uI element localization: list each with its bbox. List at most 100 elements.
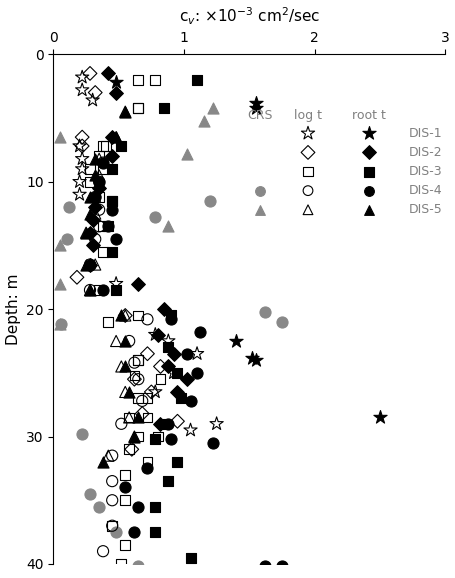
Point — [89, 216, 96, 225]
Point — [112, 77, 120, 87]
Point — [304, 167, 312, 176]
Point — [174, 417, 181, 426]
Point — [82, 228, 90, 238]
Point — [165, 222, 172, 231]
Point — [86, 209, 94, 218]
Point — [135, 562, 142, 571]
Point — [157, 375, 164, 384]
Point — [135, 355, 142, 365]
Point — [86, 286, 94, 295]
Point — [187, 397, 194, 406]
Point — [165, 362, 172, 371]
Point — [96, 205, 103, 214]
Point — [121, 495, 129, 505]
Point — [56, 320, 64, 329]
Point — [209, 438, 217, 447]
Point — [118, 419, 125, 428]
Point — [100, 164, 107, 173]
Point — [252, 98, 259, 108]
Point — [152, 213, 159, 222]
Point — [174, 457, 181, 466]
Point — [126, 413, 133, 422]
Point — [139, 409, 146, 418]
Point — [79, 429, 86, 439]
Point — [86, 260, 94, 269]
Point — [261, 307, 268, 316]
Point — [366, 148, 373, 157]
Point — [105, 69, 112, 78]
Point — [91, 171, 99, 180]
X-axis label: c$_v$: $\times$10$^{-3}$ cm$^2$/sec: c$_v$: $\times$10$^{-3}$ cm$^2$/sec — [179, 6, 320, 27]
Point — [135, 394, 142, 403]
Point — [131, 358, 138, 367]
Point — [121, 387, 129, 397]
Point — [366, 205, 373, 214]
Point — [135, 311, 142, 320]
Point — [86, 177, 94, 186]
Point — [96, 222, 103, 231]
Point — [79, 142, 86, 151]
Point — [96, 177, 103, 186]
Point — [376, 413, 384, 422]
Point — [135, 413, 142, 422]
Text: root t: root t — [353, 109, 386, 122]
Point — [109, 164, 116, 173]
Point — [58, 320, 65, 329]
Point — [183, 349, 190, 358]
Point — [118, 560, 125, 569]
Point — [91, 192, 99, 202]
Point — [112, 132, 120, 142]
Point — [112, 528, 120, 537]
Point — [187, 425, 194, 435]
Point — [165, 476, 172, 486]
Point — [135, 502, 142, 511]
Point — [366, 186, 373, 195]
Point — [366, 167, 373, 176]
Text: DIS-2: DIS-2 — [409, 146, 442, 159]
Point — [135, 375, 142, 384]
Point — [109, 205, 116, 214]
Text: log t: log t — [294, 109, 322, 122]
Point — [100, 158, 107, 167]
Point — [100, 457, 107, 466]
Point — [131, 370, 138, 380]
Point — [86, 164, 94, 173]
Point — [112, 132, 120, 142]
Point — [112, 235, 120, 244]
Point — [187, 553, 194, 562]
Text: DIS-3: DIS-3 — [409, 165, 442, 178]
Point — [109, 196, 116, 205]
Point — [148, 387, 155, 397]
Y-axis label: Depth: m: Depth: m — [5, 273, 20, 345]
Point — [86, 228, 94, 238]
Point — [135, 75, 142, 84]
Point — [86, 260, 94, 269]
Point — [154, 330, 162, 339]
Point — [118, 142, 125, 151]
Point — [165, 419, 172, 428]
Point — [144, 464, 151, 473]
Point — [109, 196, 116, 205]
Point — [91, 88, 99, 97]
Point — [139, 397, 146, 406]
Point — [86, 286, 94, 295]
Point — [91, 192, 99, 202]
Point — [304, 129, 312, 138]
Point — [183, 149, 190, 158]
Point — [152, 387, 159, 397]
Point — [167, 311, 175, 320]
Point — [128, 444, 136, 454]
Point — [154, 432, 162, 441]
Text: DIS-5: DIS-5 — [409, 203, 442, 216]
Point — [105, 222, 112, 231]
Point — [304, 148, 312, 157]
Point — [86, 489, 94, 498]
Point — [165, 336, 172, 346]
Point — [167, 314, 175, 324]
Point — [96, 171, 103, 180]
Point — [91, 202, 99, 212]
Point — [73, 273, 81, 282]
Point — [213, 419, 220, 428]
Point — [91, 209, 99, 218]
Point — [86, 260, 94, 269]
